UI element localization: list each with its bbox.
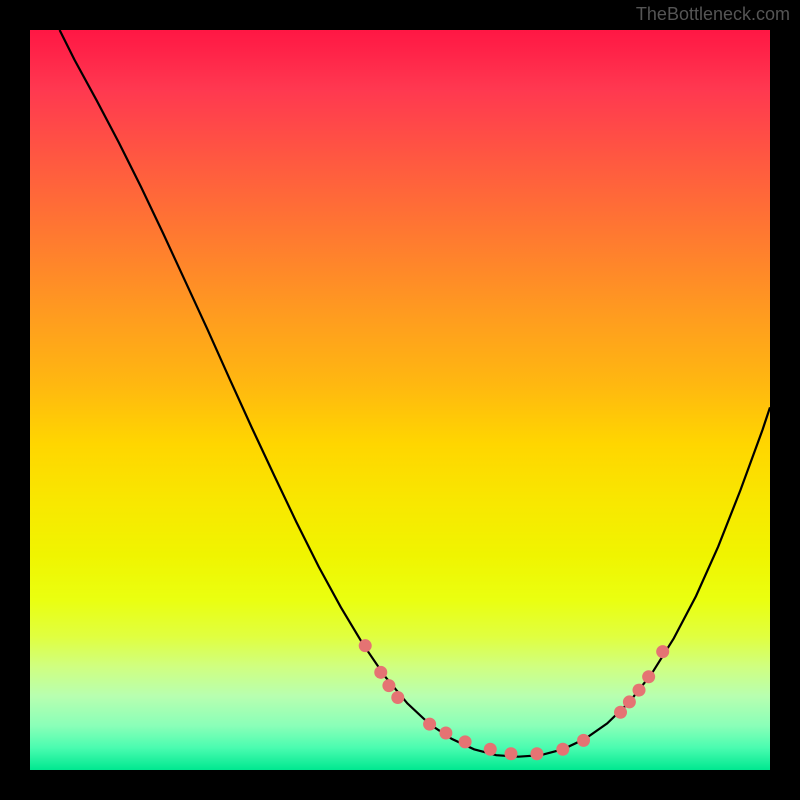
- chart-marker: [439, 727, 452, 740]
- chart-marker: [656, 645, 669, 658]
- chart-marker: [459, 735, 472, 748]
- chart-marker: [577, 734, 590, 747]
- chart-marker: [633, 684, 646, 697]
- chart-marker: [614, 706, 627, 719]
- chart-svg: [30, 30, 770, 770]
- watermark-text: TheBottleneck.com: [636, 4, 790, 25]
- chart-plot-area: [30, 30, 770, 770]
- chart-marker: [423, 718, 436, 731]
- chart-marker: [505, 747, 518, 760]
- chart-marker: [530, 747, 543, 760]
- chart-marker: [642, 670, 655, 683]
- chart-marker: [391, 691, 404, 704]
- chart-marker: [382, 679, 395, 692]
- chart-marker: [359, 639, 372, 652]
- chart-marker: [374, 666, 387, 679]
- chart-marker: [556, 743, 569, 756]
- chart-marker: [484, 743, 497, 756]
- chart-marker: [623, 695, 636, 708]
